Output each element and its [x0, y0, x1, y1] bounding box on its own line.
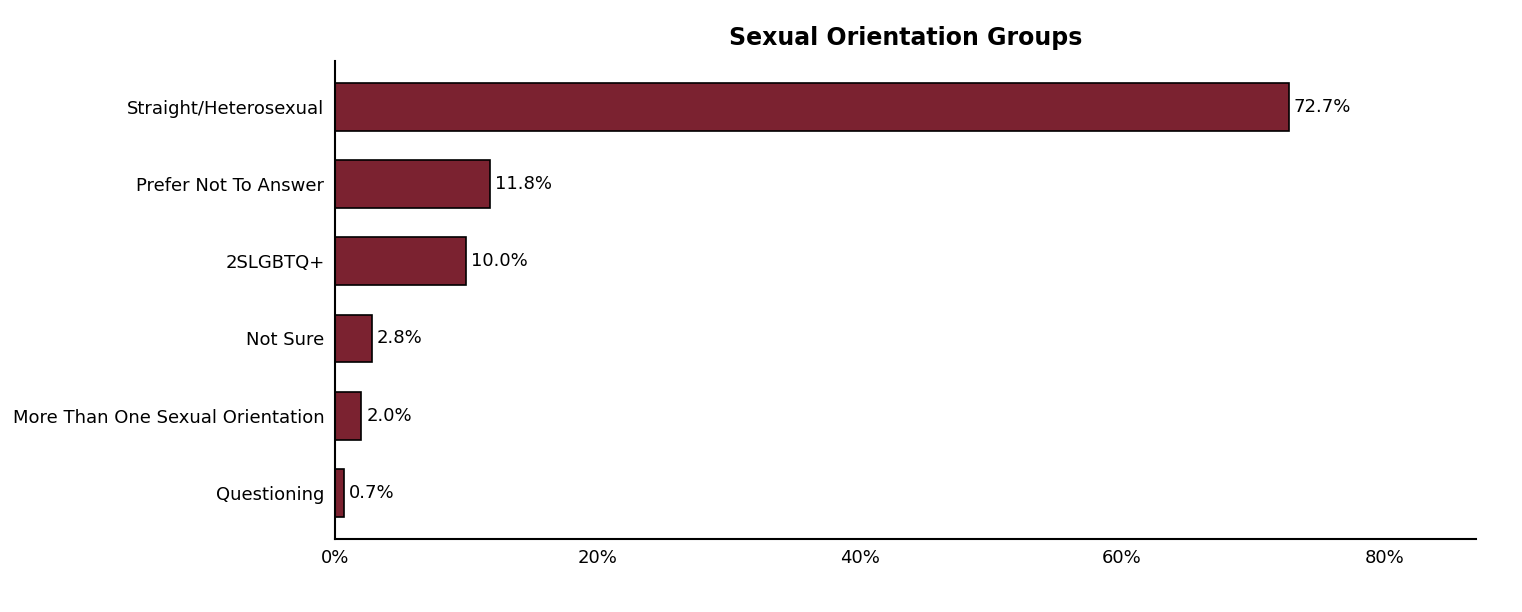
Text: 2.0%: 2.0%	[367, 407, 412, 425]
Title: Sexual Orientation Groups: Sexual Orientation Groups	[729, 26, 1082, 50]
Bar	[335, 315, 371, 362]
Bar	[335, 392, 361, 439]
Text: 11.8%: 11.8%	[495, 175, 552, 193]
Bar	[335, 237, 466, 285]
Text: 2.8%: 2.8%	[377, 329, 423, 348]
Text: 72.7%: 72.7%	[1294, 98, 1352, 116]
Text: 0.7%: 0.7%	[349, 484, 394, 502]
Text: 10.0%: 10.0%	[472, 252, 528, 271]
Bar	[335, 160, 490, 208]
Bar	[335, 83, 1289, 131]
Bar	[335, 469, 344, 517]
